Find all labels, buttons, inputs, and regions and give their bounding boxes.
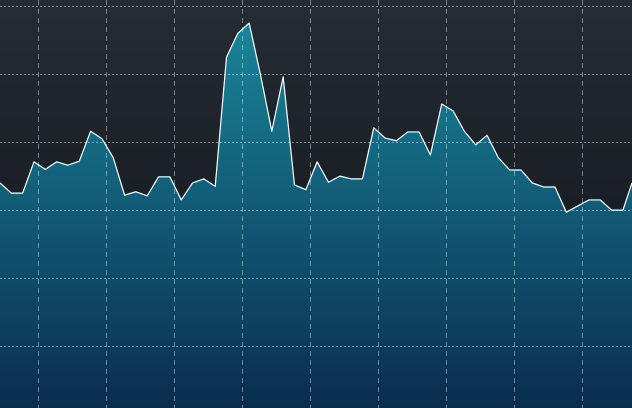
line [0, 22, 632, 213]
area [0, 23, 632, 408]
